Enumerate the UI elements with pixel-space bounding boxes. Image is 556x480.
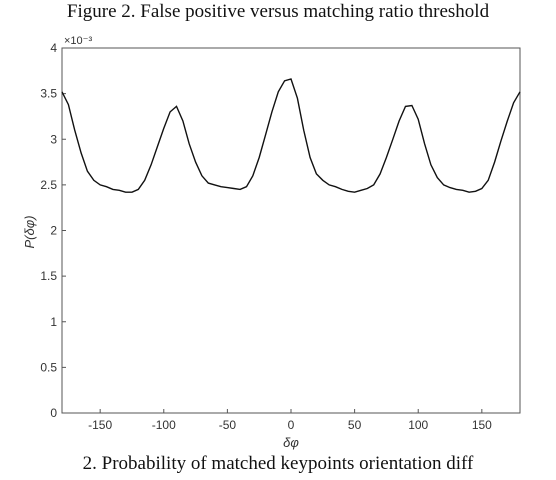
x-tick-label: -150 — [88, 418, 112, 432]
y-tick-label: 2.5 — [40, 178, 57, 192]
y-tick-label: 4 — [50, 41, 57, 55]
x-tick-label: 150 — [472, 418, 492, 432]
probability-line — [61, 78, 521, 193]
y-tick-label: 3.5 — [40, 87, 57, 101]
x-tick-label: -50 — [219, 418, 237, 432]
y-tick-label: 2 — [50, 224, 57, 238]
x-tick-label: 0 — [288, 418, 295, 432]
figure-caption-top: Figure 2. False positive versus matching… — [66, 1, 490, 22]
y-tick-label: 1.5 — [40, 269, 57, 283]
y-exponent-label: ×10⁻³ — [64, 35, 92, 47]
y-axis-ticks: 0 0.5 1 1.5 2 2.5 3 3.5 4 — [40, 41, 66, 420]
y-axis-label: P(δφ) — [22, 215, 37, 248]
y-tick-label: 1 — [50, 315, 57, 329]
x-tick-label: -100 — [152, 418, 176, 432]
x-axis-label: δφ — [283, 435, 299, 450]
x-axis-ticks: -150 -100 -50 0 50 100 150 — [88, 409, 492, 432]
figure-caption-bottom: 2. Probability of matched keypoints orie… — [82, 453, 474, 474]
y-tick-label: 3 — [50, 132, 57, 146]
y-tick-label: 0.5 — [40, 360, 57, 374]
x-tick-label: 100 — [408, 418, 428, 432]
plot-area — [61, 47, 521, 414]
y-tick-label: 0 — [50, 406, 57, 420]
x-tick-label: 50 — [348, 418, 362, 432]
